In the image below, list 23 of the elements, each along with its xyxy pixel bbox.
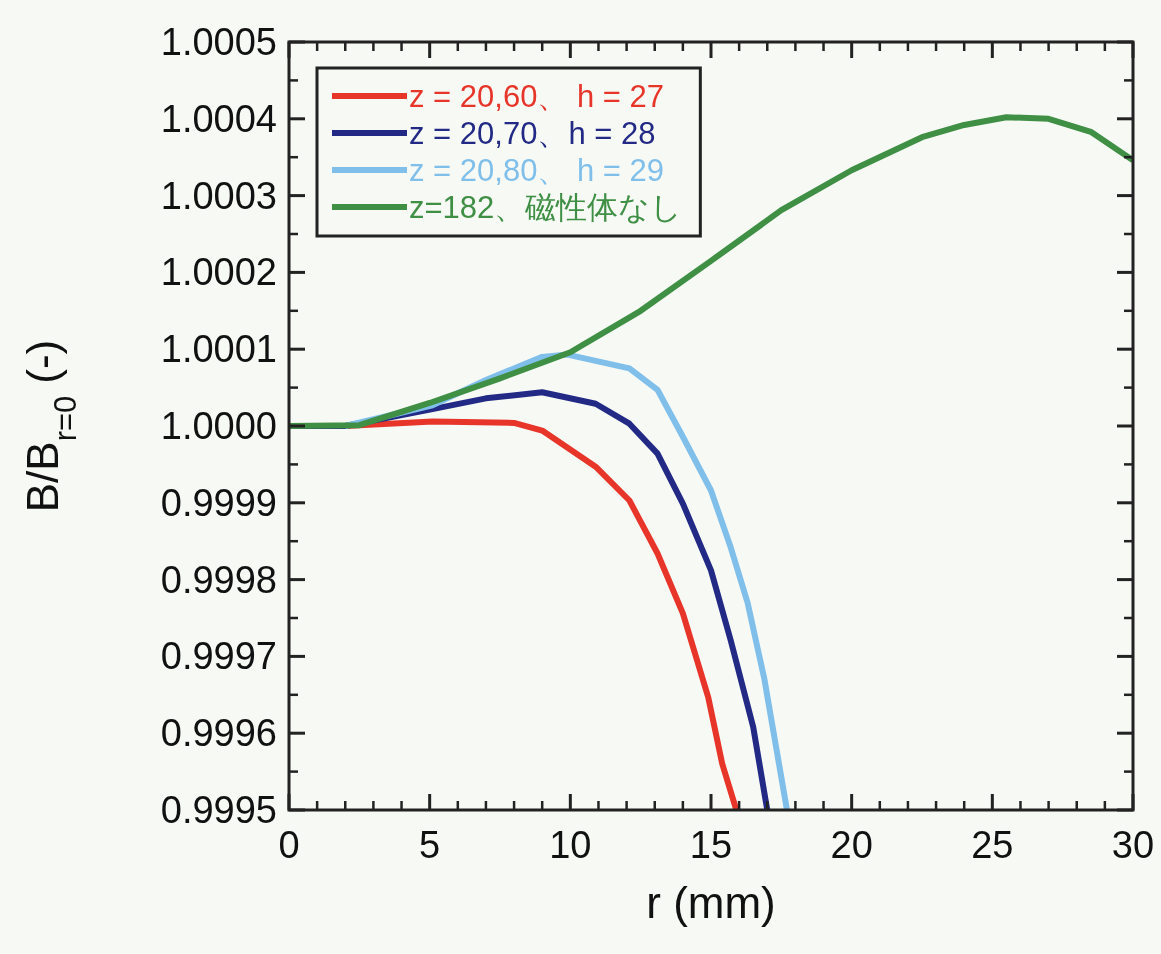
y-tick-label: 1.0000 [160, 405, 277, 447]
x-tick-label: 15 [689, 824, 733, 866]
legend-label: z = 20,80、 h = 29 [409, 153, 665, 188]
y-tick-label: 1.0001 [160, 328, 277, 371]
x-tick-label: 25 [971, 824, 1014, 866]
x-tick-label: 0 [278, 824, 300, 866]
x-tick-label: 5 [419, 824, 441, 866]
y-tick-label: 1.0003 [160, 174, 277, 217]
x-axis-title: r (mm) [646, 878, 776, 927]
y-tick-label: 0.9995 [160, 789, 277, 831]
y-tick-label: 1.0004 [160, 97, 277, 140]
legend-label: z=182、磁性体なし [409, 190, 683, 225]
y-tick-label: 0.9997 [160, 635, 277, 678]
x-tick-label: 30 [1111, 824, 1155, 866]
y-tick-label: 0.9996 [160, 712, 277, 755]
x-tick-label: 10 [549, 824, 592, 866]
y-tick-label: 0.9998 [160, 558, 277, 601]
y-tick-label: 1.0005 [160, 21, 277, 63]
legend-label: z = 20,70、h = 28 [409, 116, 656, 151]
legend-label: z = 20,60、 h = 27 [409, 79, 665, 114]
y-tick-label: 0.9999 [160, 481, 277, 524]
y-tick-label: 1.0002 [160, 251, 277, 294]
x-tick-label: 20 [830, 824, 873, 866]
